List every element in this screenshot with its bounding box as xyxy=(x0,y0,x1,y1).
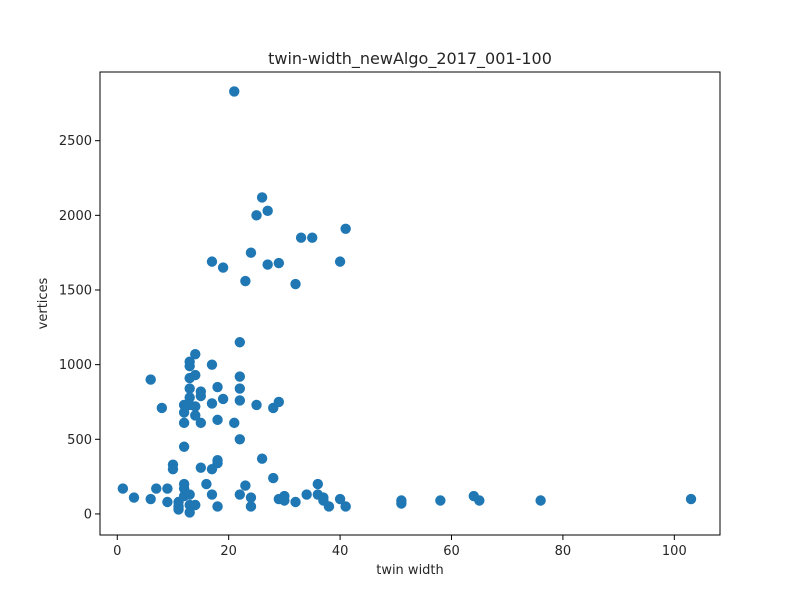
data-point xyxy=(229,86,240,97)
x-tick-label: 40 xyxy=(332,544,349,559)
y-tick-label: 1500 xyxy=(59,283,92,298)
data-point xyxy=(262,205,273,217)
data-point xyxy=(251,399,262,411)
data-point xyxy=(396,498,407,509)
data-point xyxy=(195,390,207,402)
data-point xyxy=(206,359,218,370)
data-point xyxy=(151,483,162,494)
data-point xyxy=(245,501,257,512)
x-tick-label: 100 xyxy=(662,544,687,559)
data-point xyxy=(212,414,223,426)
chart-title: twin-width_newAlgo_2017_001-100 xyxy=(268,49,552,69)
x-tick-label: 20 xyxy=(220,544,237,559)
data-point xyxy=(234,489,246,500)
data-point xyxy=(290,278,301,290)
data-point xyxy=(245,492,257,503)
data-point xyxy=(206,398,218,409)
x-tick-label: 60 xyxy=(443,544,460,559)
data-point xyxy=(340,501,351,512)
y-axis-label: vertices xyxy=(36,277,51,329)
data-point xyxy=(240,480,251,491)
data-point xyxy=(184,392,195,403)
plot-frame xyxy=(99,71,721,536)
data-point xyxy=(178,417,190,429)
data-point xyxy=(195,417,207,429)
data-point xyxy=(217,262,229,273)
data-point xyxy=(162,496,173,508)
data-point xyxy=(301,489,312,500)
data-point xyxy=(435,495,446,506)
data-point xyxy=(178,407,190,418)
data-point xyxy=(206,256,218,267)
data-point xyxy=(256,453,268,464)
data-point xyxy=(290,496,301,508)
data-point xyxy=(184,489,195,500)
data-point xyxy=(234,395,246,406)
data-point xyxy=(195,462,207,473)
data-point xyxy=(323,501,335,512)
data-point xyxy=(217,393,229,405)
data-point xyxy=(273,396,285,408)
data-point xyxy=(212,457,223,469)
data-point xyxy=(251,210,262,221)
data-point xyxy=(295,232,307,243)
data-point xyxy=(334,493,346,505)
y-tick-label: 0 xyxy=(84,507,92,522)
data-point xyxy=(234,371,246,382)
data-point xyxy=(167,463,179,475)
y-tick-label: 2500 xyxy=(59,134,92,149)
data-point xyxy=(535,495,546,506)
data-point xyxy=(240,275,251,287)
x-axis: 0 20 40 60 80 100 xyxy=(113,535,687,559)
data-point xyxy=(312,478,324,490)
data-point xyxy=(245,247,257,258)
data-point xyxy=(190,401,201,412)
x-tick-label: 0 xyxy=(113,544,121,559)
data-point xyxy=(184,383,195,394)
data-point xyxy=(190,348,201,360)
data-point xyxy=(162,483,173,494)
data-point xyxy=(206,489,218,500)
data-point xyxy=(334,256,346,267)
data-point xyxy=(201,478,212,490)
data-point xyxy=(190,410,201,421)
data-point xyxy=(173,504,184,515)
data-point xyxy=(268,472,279,484)
x-tick-label: 80 xyxy=(555,544,572,559)
y-axis: 0 500 1000 1500 2000 2500 xyxy=(59,134,100,522)
x-axis-label: twin width xyxy=(376,563,444,578)
data-point xyxy=(145,374,156,385)
data-point xyxy=(128,492,140,503)
data-point xyxy=(474,495,485,506)
data-point xyxy=(190,369,201,381)
data-point xyxy=(178,441,190,452)
data-point xyxy=(262,259,273,270)
data-point xyxy=(229,417,240,429)
data-point xyxy=(234,383,246,394)
data-point xyxy=(156,402,168,414)
data-point xyxy=(184,507,195,518)
data-point xyxy=(184,360,195,372)
data-point xyxy=(212,501,223,512)
y-tick-label: 2000 xyxy=(59,209,92,224)
data-point xyxy=(340,223,351,234)
data-point xyxy=(212,381,223,393)
data-point xyxy=(307,232,318,243)
points-layer xyxy=(117,86,697,518)
data-point xyxy=(117,483,129,494)
data-point xyxy=(685,493,697,505)
data-point xyxy=(273,257,285,269)
data-point xyxy=(145,493,156,505)
data-point xyxy=(279,495,290,506)
y-tick-label: 1000 xyxy=(59,358,92,373)
data-point xyxy=(234,337,246,348)
data-point xyxy=(256,192,268,203)
data-point xyxy=(190,499,201,511)
y-tick-label: 500 xyxy=(67,433,92,448)
data-point xyxy=(234,434,246,445)
